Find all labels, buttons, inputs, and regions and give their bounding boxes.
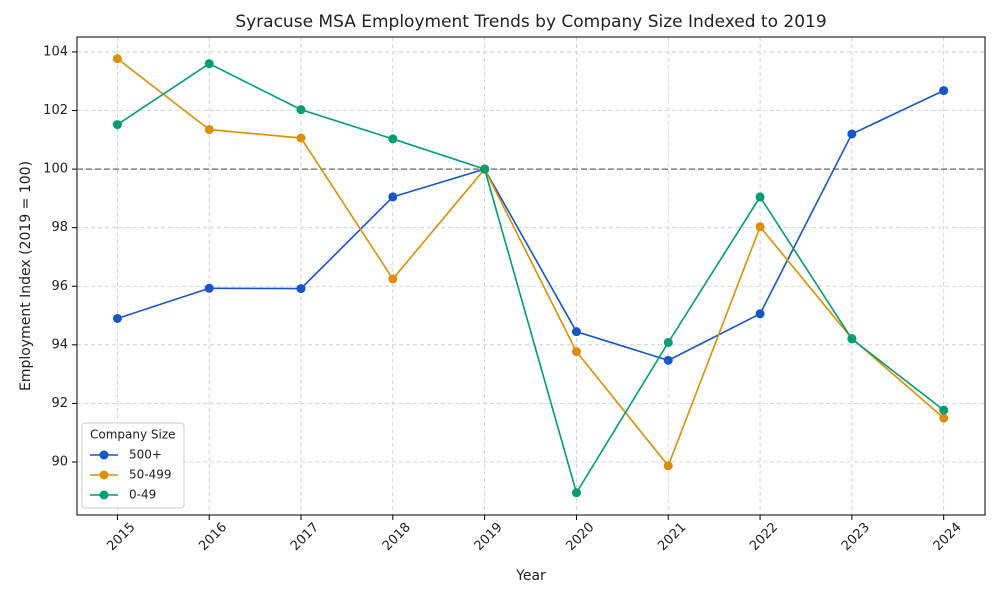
point <box>388 192 398 202</box>
x-tick-label: 2020 <box>563 520 597 554</box>
y-tick-label: 102 <box>43 103 68 118</box>
x-tick-label: 2023 <box>839 520 873 554</box>
point <box>204 283 214 293</box>
point <box>663 461 673 471</box>
x-tick-label: 2024 <box>931 520 965 554</box>
point <box>571 488 581 498</box>
series-line <box>116 58 945 468</box>
y-axis-label: Employment Index (2019 = 100) <box>18 161 34 391</box>
point <box>388 274 398 284</box>
x-tick-label: 2022 <box>747 520 781 554</box>
x-tick-label: 2021 <box>655 520 689 554</box>
point <box>847 334 857 344</box>
point <box>112 120 122 130</box>
legend-label: 500+ <box>129 448 162 462</box>
legend-marker <box>99 470 109 480</box>
legend-label: 0-49 <box>129 488 156 502</box>
point <box>755 309 765 319</box>
legend-marker <box>99 450 109 460</box>
point <box>388 134 398 144</box>
y-tick-label: 98 <box>51 220 68 235</box>
x-tick-label: 2019 <box>472 520 506 554</box>
x-tick-label: 2017 <box>288 520 322 554</box>
y-tick-label: 90 <box>51 454 68 469</box>
x-tick-label: 2018 <box>380 520 414 554</box>
legend-box <box>81 422 185 509</box>
point <box>296 284 306 294</box>
point <box>571 347 581 357</box>
point <box>112 313 122 323</box>
point <box>939 86 949 96</box>
x-axis-label: Year <box>515 568 546 584</box>
y-tick-label: 94 <box>51 337 68 352</box>
point <box>755 222 765 232</box>
series-line <box>117 89 945 362</box>
y-tick-label: 104 <box>43 44 68 59</box>
point <box>847 129 857 139</box>
series-line <box>116 62 945 495</box>
point <box>296 133 306 143</box>
point <box>939 405 949 415</box>
point <box>571 327 581 337</box>
plot-frame <box>76 36 986 516</box>
legend-marker <box>99 490 109 500</box>
point <box>112 54 122 64</box>
chart-title: Syracuse MSA Employment Trends by Compan… <box>235 12 826 32</box>
legend: Company Size 500+ 50-499 0-49 <box>81 422 185 509</box>
point <box>296 105 306 115</box>
y-tick-label: 96 <box>51 279 68 294</box>
point <box>663 355 673 365</box>
legend-label: 50-499 <box>129 468 172 482</box>
x-tick-label: 2016 <box>196 520 230 554</box>
x-tick-label: 2015 <box>104 520 138 554</box>
y-tick-label: 100 <box>43 162 68 177</box>
point <box>939 413 949 423</box>
legend-title: Company Size <box>90 428 176 442</box>
y-tick-label: 92 <box>51 396 68 411</box>
point <box>755 192 765 202</box>
point <box>204 125 214 135</box>
point <box>480 164 490 174</box>
point <box>663 337 673 347</box>
point <box>204 59 214 69</box>
